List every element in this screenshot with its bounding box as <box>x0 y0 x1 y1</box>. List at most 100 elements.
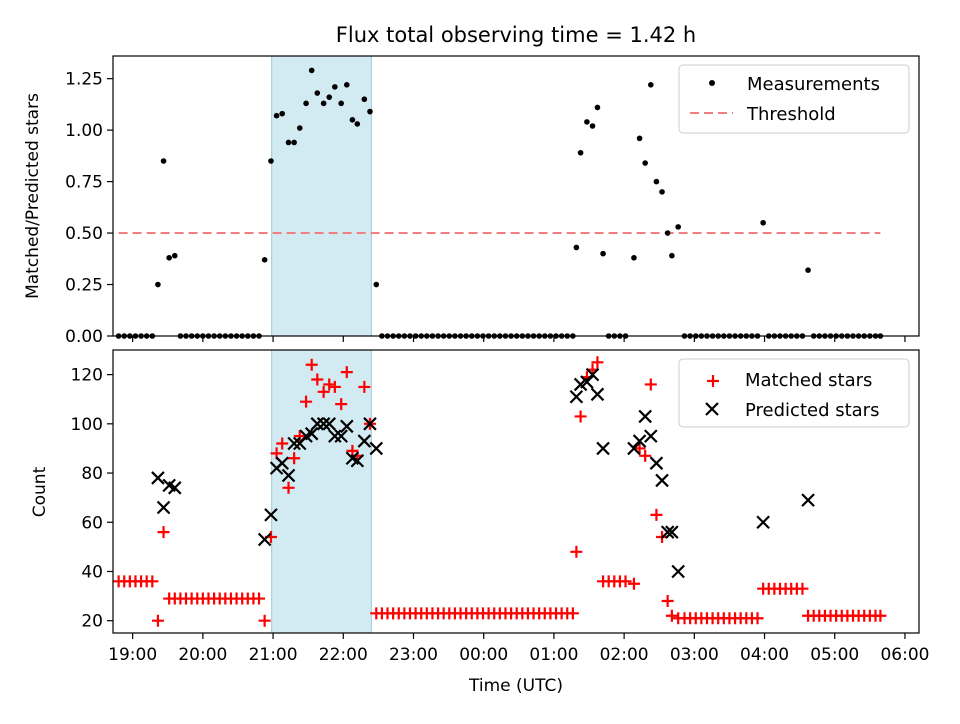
y-tick-label: 0.25 <box>65 276 103 296</box>
count-panel: 20 40 60 80 100 120 19:00 20:00 21:00 22:00 23:00… <box>30 349 929 665</box>
legend-predicted-marker <box>705 402 719 416</box>
x-tick-label: 03:00 <box>670 645 719 665</box>
measurement-point <box>573 244 580 251</box>
matched-star-point <box>258 614 271 627</box>
predicted-star-point <box>369 441 384 456</box>
ratio-y-axis-label: Matched/Predicted stars <box>23 93 43 299</box>
measurement-point <box>343 82 350 88</box>
measurement-point <box>338 100 344 107</box>
measurement-point <box>367 108 373 115</box>
matched-star-point <box>335 398 348 411</box>
measurement-point <box>669 252 675 259</box>
legend-measurements-marker <box>709 80 715 86</box>
predicted-star-point <box>275 456 289 470</box>
predicted-star-point <box>632 434 647 448</box>
measurement-point <box>171 252 178 259</box>
measurement-point <box>349 117 356 123</box>
matched-star-point <box>665 609 678 622</box>
matched-star-point <box>276 437 289 450</box>
predicted-star-point <box>665 525 679 539</box>
legend-threshold-label: Threshold <box>746 104 836 125</box>
predicted-star-point <box>649 456 664 470</box>
measurement-point <box>589 123 596 129</box>
predicted-star-point <box>156 500 171 515</box>
measurement-point <box>308 67 315 74</box>
predicted-star-point <box>328 429 342 443</box>
predicted-star-point <box>151 471 165 485</box>
predicted-star-point <box>660 525 675 539</box>
y-tick-label: 0.00 <box>65 327 103 347</box>
measurement-point <box>303 100 309 107</box>
matched-star-point <box>157 526 170 539</box>
y-tick-label: 80 <box>81 464 103 484</box>
matched-star-point <box>323 378 336 391</box>
matched-star-point <box>253 592 266 605</box>
predicted-star-point <box>585 367 600 382</box>
matched-star-point <box>146 575 159 588</box>
matched-star-point <box>570 545 583 558</box>
measurement-point <box>332 84 338 90</box>
measurement-point <box>373 281 380 288</box>
measurement-point <box>166 254 172 261</box>
y-tick-label: 120 <box>71 366 103 386</box>
predicted-star-point <box>257 532 272 547</box>
y-tick-label: 0.50 <box>65 224 103 244</box>
predicted-star-point <box>264 508 278 522</box>
predicted-star-point <box>756 515 770 530</box>
measurement-point <box>664 230 671 236</box>
chart-title: Flux total observing time = 1.42 h <box>336 23 696 47</box>
x-tick-label: 23:00 <box>389 645 438 665</box>
measurement-point <box>642 160 648 166</box>
matched-star-point <box>644 378 657 391</box>
x-axis-label: Time (UTC) <box>468 676 563 696</box>
x-tick-label: 00:00 <box>459 645 508 665</box>
predicted-star-point <box>287 436 301 451</box>
matched-star-point <box>796 582 809 595</box>
measurement-point <box>296 125 303 131</box>
matched-star-point <box>282 481 295 494</box>
predicted-star-point <box>357 434 372 448</box>
matched-star-point <box>633 442 646 455</box>
x-tick-label: 19:00 <box>108 645 157 665</box>
x-tick-label: 02:00 <box>600 645 649 665</box>
x-tick-label: 22:00 <box>319 645 368 665</box>
matched-star-point <box>751 612 764 625</box>
y-tick-label: 60 <box>81 513 103 533</box>
matched-star-point <box>317 385 330 398</box>
y-tick-label: 1.00 <box>65 121 103 141</box>
predicted-star-point <box>580 375 594 389</box>
measurement-point <box>584 119 590 125</box>
y-tick-label: 20 <box>81 612 103 632</box>
predicted-star-point <box>627 441 641 456</box>
matched-star-point <box>340 366 353 379</box>
predicted-star-point <box>569 389 584 404</box>
x-tick-label: 06:00 <box>880 645 929 665</box>
legend-predicted-label: Predicted stars <box>745 400 879 421</box>
measurement-point <box>594 104 601 111</box>
matched-star-point <box>639 449 652 462</box>
measurement-point <box>268 158 274 164</box>
matched-star-point <box>300 395 313 408</box>
predicted-star-point <box>638 409 652 424</box>
matched-star-point <box>328 380 341 393</box>
measurement-point <box>285 139 292 146</box>
measurement-point <box>314 90 321 96</box>
measurement-point <box>636 135 643 142</box>
matched-star-point <box>874 609 887 622</box>
measurement-point <box>631 254 637 261</box>
measurement-point <box>354 121 361 127</box>
matched-star-point <box>627 577 640 590</box>
measurement-point <box>291 139 297 146</box>
measurement-point <box>320 100 327 107</box>
count-legend: Matched stars Predicted stars <box>678 358 910 428</box>
predicted-star-point <box>322 417 337 431</box>
predicted-star-point <box>596 441 610 456</box>
measurement-point <box>273 112 280 119</box>
x-tick-label: 21:00 <box>249 645 298 665</box>
matched-star-point <box>288 452 301 465</box>
y-tick-label: 1.25 <box>65 70 103 90</box>
y-tick-label: 40 <box>81 562 103 582</box>
predicted-star-point <box>671 564 685 579</box>
legend-measurements-label: Measurements <box>747 74 880 95</box>
